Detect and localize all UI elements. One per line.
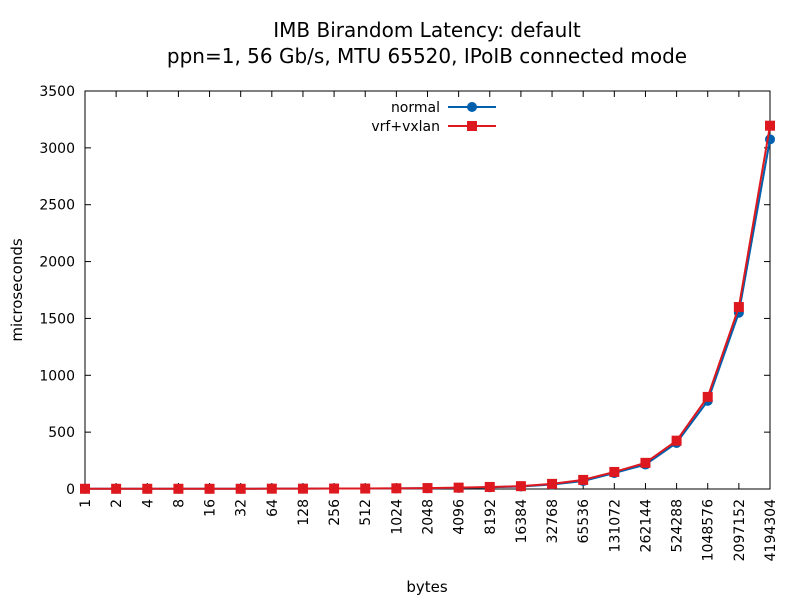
legend-label: vrf+vxlan: [371, 119, 440, 135]
x-tick-label: 1024: [389, 499, 405, 535]
series-line: [85, 125, 771, 490]
x-tick-label: 8: [171, 499, 187, 508]
chart-subtitle: ppn=1, 56 Gb/s, MTU 65520, IPoIB connect…: [167, 44, 687, 68]
data-point: [765, 120, 775, 131]
data-point: [142, 483, 153, 494]
data-point: [547, 478, 558, 489]
x-tick-label: 4194304: [763, 499, 779, 561]
x-tick-label: 64: [265, 499, 281, 517]
x-tick-label: 128: [296, 499, 312, 526]
data-point: [733, 302, 744, 313]
x-tick-label: 512: [358, 499, 374, 526]
data-point: [266, 483, 277, 494]
y-tick-label: 0: [66, 482, 75, 498]
x-tick-label: 2: [109, 499, 125, 508]
data-point: [391, 483, 402, 494]
x-tick-label: 16384: [514, 499, 530, 544]
data-point: [111, 483, 122, 494]
y-tick-label: 3500: [39, 84, 75, 100]
y-tick-label: 2000: [39, 255, 75, 271]
x-tick-label: 262144: [638, 499, 654, 553]
axes: [84, 90, 771, 490]
ticks: 0 500 1000 1500 2000 2500 3000 3500 1 2 4 8 16 32 64 12…: [39, 84, 779, 561]
x-tick-label: 256: [327, 499, 343, 526]
data-point: [329, 483, 340, 494]
legend-marker: [467, 102, 477, 112]
y-tick-label: 500: [48, 425, 75, 441]
series-line: [85, 139, 771, 490]
y-tick-label: 3000: [39, 141, 75, 157]
data-point: [204, 483, 215, 494]
x-tick-label: 8192: [483, 499, 499, 535]
x-tick-label: 65536: [576, 499, 592, 544]
data-point: [578, 474, 589, 485]
series-2: [80, 120, 775, 494]
series-1: [80, 134, 775, 494]
data-point: [640, 457, 651, 468]
x-tick-label: 1: [78, 499, 94, 508]
data-point: [671, 435, 682, 446]
x-tick-label: 524288: [670, 499, 686, 552]
data-point: [515, 481, 526, 492]
x-tick-label: 2048: [421, 499, 437, 535]
series: [80, 120, 775, 494]
data-point: [235, 483, 246, 494]
x-tick-label: 4: [140, 499, 156, 508]
legend: normal vrf+vxlan: [371, 100, 496, 135]
chart-title: IMB Birandom Latency: default: [273, 18, 581, 42]
data-point: [80, 483, 90, 494]
x-tick-label: 16: [203, 499, 219, 517]
y-axis-label: microseconds: [8, 238, 26, 342]
x-tick-label: 32768: [545, 499, 561, 544]
data-point: [173, 483, 184, 494]
x-tick-label: 4096: [452, 499, 468, 535]
x-tick-label: 2097152: [732, 499, 748, 561]
data-point: [609, 466, 620, 477]
data-point: [360, 483, 371, 494]
data-point: [484, 481, 495, 492]
data-point: [297, 483, 308, 494]
y-tick-label: 1000: [39, 368, 75, 384]
x-tick-label: 32: [234, 499, 250, 517]
y-tick-label: 2500: [39, 198, 75, 214]
x-axis-label: bytes: [406, 578, 448, 596]
data-point: [422, 483, 433, 494]
x-tick-label: 1048576: [701, 499, 717, 561]
legend-marker: [467, 121, 477, 131]
data-point: [702, 391, 713, 402]
legend-label: normal: [391, 100, 440, 116]
y-tick-label: 1500: [39, 311, 75, 327]
plot-frame: [84, 90, 771, 490]
x-tick-label: 131072: [607, 499, 623, 552]
data-point: [453, 482, 464, 493]
